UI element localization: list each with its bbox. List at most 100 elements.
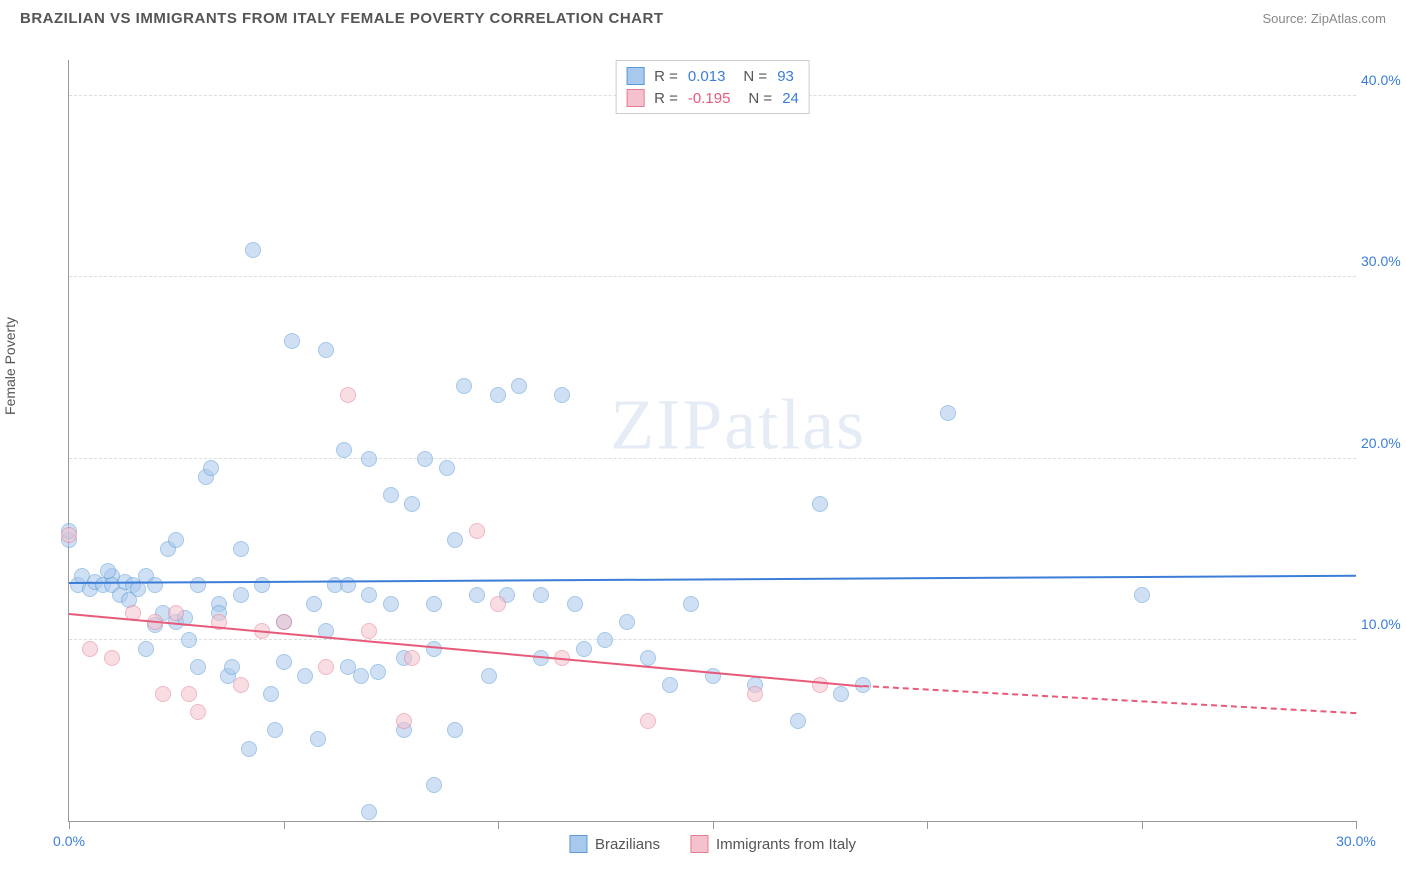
data-point	[224, 659, 240, 675]
data-point	[511, 378, 527, 394]
data-point	[567, 596, 583, 612]
legend-correlation-box: R = 0.013N = 93R = -0.195N = 24	[615, 60, 810, 114]
n-label: N =	[748, 90, 772, 107]
chart-title: BRAZILIAN VS IMMIGRANTS FROM ITALY FEMAL…	[20, 10, 664, 27]
data-point	[361, 623, 377, 639]
x-tick	[284, 821, 285, 829]
data-point	[263, 686, 279, 702]
y-axis-label: Female Poverty	[2, 317, 18, 415]
data-point	[147, 577, 163, 593]
n-value: 93	[777, 68, 794, 85]
data-point	[361, 804, 377, 820]
chart-source: Source: ZipAtlas.com	[1262, 11, 1386, 26]
x-tick	[1142, 821, 1143, 829]
legend-swatch	[626, 67, 644, 85]
chart-container: Female Poverty ZIPatlas R = 0.013N = 93R…	[20, 40, 1386, 872]
data-point	[833, 686, 849, 702]
x-tick	[1356, 821, 1357, 829]
data-point	[361, 451, 377, 467]
data-point	[640, 650, 656, 666]
data-point	[790, 713, 806, 729]
data-point	[404, 650, 420, 666]
data-point	[203, 460, 219, 476]
legend-series: Brazilians Immigrants from Italy	[569, 835, 856, 853]
data-point	[233, 541, 249, 557]
data-point	[597, 632, 613, 648]
chart-header: BRAZILIAN VS IMMIGRANTS FROM ITALY FEMAL…	[0, 0, 1406, 32]
data-point	[190, 659, 206, 675]
plot-area: ZIPatlas R = 0.013N = 93R = -0.195N = 24…	[68, 60, 1356, 822]
data-point	[361, 587, 377, 603]
y-tick-label: 40.0%	[1361, 72, 1406, 88]
data-point	[233, 587, 249, 603]
x-tick-label: 0.0%	[53, 833, 85, 849]
legend-swatch	[690, 835, 708, 853]
data-point	[439, 460, 455, 476]
data-point	[447, 722, 463, 738]
trend-line-extrapolated	[863, 685, 1356, 714]
y-tick-label: 10.0%	[1361, 616, 1406, 632]
data-point	[190, 704, 206, 720]
data-point	[619, 614, 635, 630]
r-value: 0.013	[688, 68, 726, 85]
data-point	[747, 686, 763, 702]
data-point	[383, 596, 399, 612]
data-point	[306, 596, 322, 612]
x-tick	[927, 821, 928, 829]
watermark: ZIPatlas	[610, 384, 866, 467]
data-point	[640, 713, 656, 729]
data-point	[276, 654, 292, 670]
data-point	[353, 668, 369, 684]
data-point	[576, 641, 592, 657]
n-label: N =	[743, 68, 767, 85]
data-point	[554, 387, 570, 403]
data-point	[662, 677, 678, 693]
data-point	[190, 577, 206, 593]
x-tick	[713, 821, 714, 829]
legend-swatch	[569, 835, 587, 853]
data-point	[340, 387, 356, 403]
data-point	[276, 614, 292, 630]
n-value: 24	[782, 90, 799, 107]
gridline	[69, 458, 1356, 459]
data-point	[155, 686, 171, 702]
legend-swatch	[626, 89, 644, 107]
data-point	[245, 242, 261, 258]
data-point	[284, 333, 300, 349]
data-point	[254, 577, 270, 593]
data-point	[447, 532, 463, 548]
data-point	[812, 496, 828, 512]
data-point	[310, 731, 326, 747]
data-point	[233, 677, 249, 693]
data-point	[812, 677, 828, 693]
data-point	[383, 487, 399, 503]
data-point	[370, 664, 386, 680]
data-point	[396, 713, 412, 729]
data-point	[481, 668, 497, 684]
data-point	[104, 650, 120, 666]
data-point	[100, 563, 116, 579]
x-tick-label: 30.0%	[1336, 833, 1376, 849]
data-point	[456, 378, 472, 394]
r-value: -0.195	[688, 90, 731, 107]
x-tick	[498, 821, 499, 829]
r-label: R =	[654, 90, 678, 107]
data-point	[404, 496, 420, 512]
data-point	[490, 596, 506, 612]
data-point	[533, 587, 549, 603]
data-point	[417, 451, 433, 467]
data-point	[241, 741, 257, 757]
data-point	[138, 641, 154, 657]
data-point	[1134, 587, 1150, 603]
gridline	[69, 276, 1356, 277]
trend-line	[69, 613, 863, 687]
data-point	[426, 596, 442, 612]
legend-series-item: Brazilians	[569, 835, 660, 853]
legend-series-label: Brazilians	[595, 836, 660, 853]
legend-series-item: Immigrants from Italy	[690, 835, 856, 853]
data-point	[940, 405, 956, 421]
data-point	[683, 596, 699, 612]
data-point	[82, 641, 98, 657]
data-point	[336, 442, 352, 458]
data-point	[469, 587, 485, 603]
